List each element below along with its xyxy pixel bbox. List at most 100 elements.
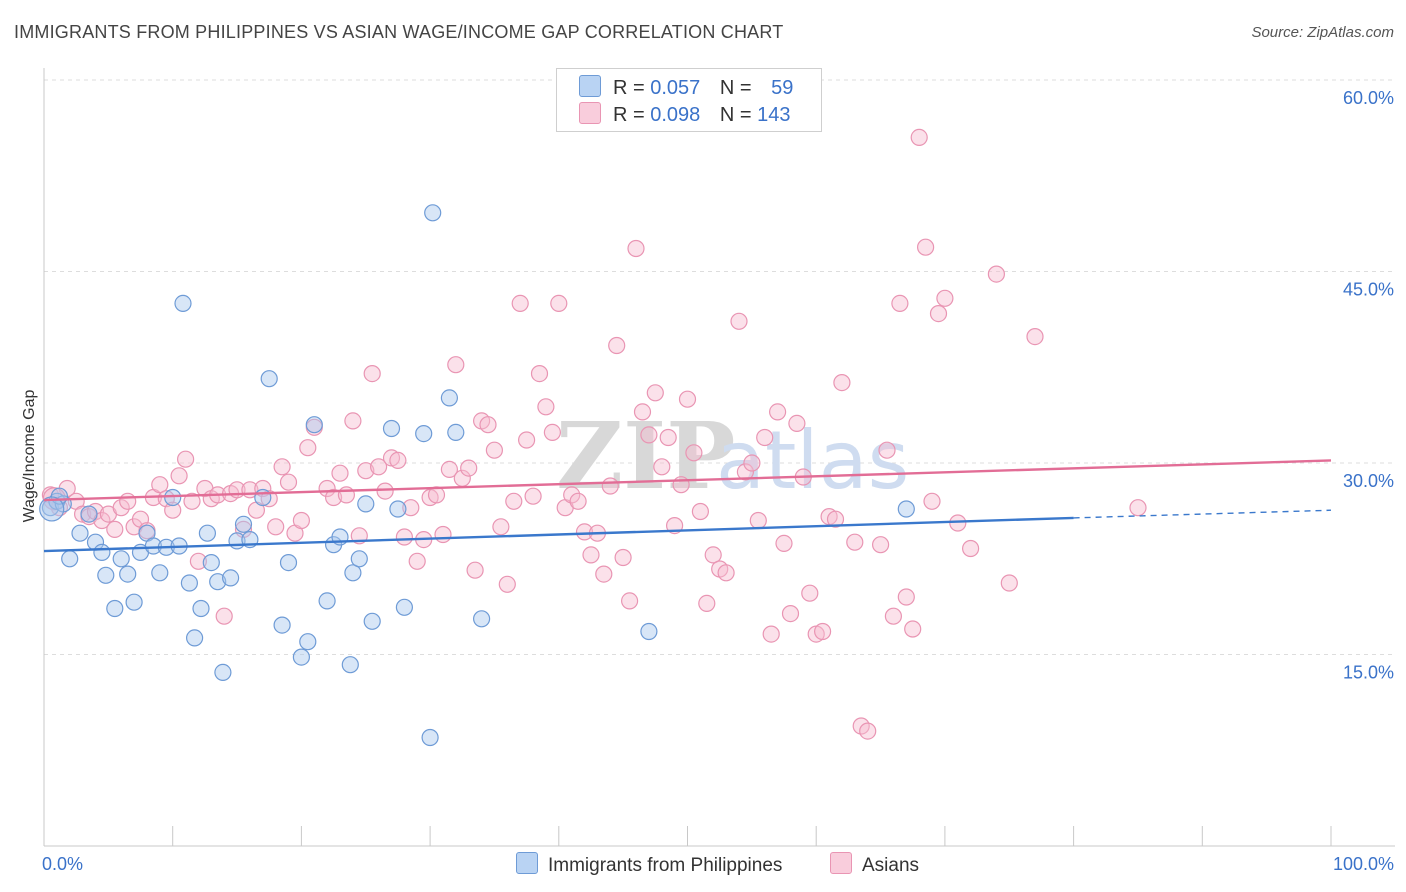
axes <box>43 68 1395 847</box>
philippines-point <box>80 505 98 523</box>
bottom-legend-philippines: Immigrants from Philippines <box>516 852 782 877</box>
asians-point <box>299 439 317 457</box>
blue-swatch <box>516 852 538 874</box>
asians-point <box>273 458 291 476</box>
asians-point <box>846 533 864 551</box>
chart-title: IMMIGRANTS FROM PHILIPPINES VS ASIAN WAG… <box>14 22 784 42</box>
asians-point <box>1129 499 1147 517</box>
asians-point <box>743 454 761 472</box>
x-tick-label-min: 0.0% <box>42 854 83 874</box>
philippines-point <box>254 488 272 507</box>
philippines-point <box>214 663 232 682</box>
asians-point <box>961 539 980 558</box>
asians-point <box>408 552 426 570</box>
asians-point <box>466 561 484 579</box>
asians-point <box>563 486 581 504</box>
philippines-point <box>344 564 362 582</box>
asians-point <box>813 622 832 641</box>
philippines-point <box>363 612 381 630</box>
asians-point <box>170 467 188 485</box>
philippines-point <box>164 488 182 507</box>
n-value-philippines: 59 <box>771 77 794 99</box>
asians-point <box>106 520 124 539</box>
asians-point <box>659 428 677 447</box>
asians-point <box>871 536 890 554</box>
asians-point <box>833 374 851 392</box>
philippines-point <box>473 610 491 628</box>
asians-point <box>543 423 562 441</box>
asians-point <box>717 564 735 582</box>
asians-point <box>376 482 394 500</box>
asians-point <box>344 412 362 430</box>
asians-point <box>434 525 452 544</box>
philippines-point <box>97 566 115 584</box>
philippines-point <box>202 553 220 572</box>
asians-point <box>788 414 806 432</box>
asians-point <box>897 588 915 606</box>
philippines-point <box>192 599 210 618</box>
philippines-point <box>273 616 291 634</box>
philippines-point <box>174 294 192 312</box>
asians-trend-line <box>43 459 1332 502</box>
trend-lines <box>43 459 1332 553</box>
philippines-point <box>897 500 915 518</box>
philippines-point <box>119 565 137 583</box>
philippines-trend-line <box>43 516 1074 553</box>
philippines-point <box>415 425 433 443</box>
asians-point <box>337 486 355 504</box>
blue-swatch <box>579 75 601 97</box>
asians-point <box>916 238 935 256</box>
asians-point <box>646 384 664 402</box>
y-tick-label: 30.0% <box>1343 471 1394 491</box>
asians-point <box>524 487 542 505</box>
philippines-point <box>125 593 143 611</box>
asians-point <box>151 476 169 494</box>
asians-point <box>608 336 626 355</box>
asians-point <box>936 289 954 307</box>
philippines-point <box>260 370 278 388</box>
y-tick-label: 45.0% <box>1343 280 1394 300</box>
bottom-legend-asians: Asians <box>830 852 919 877</box>
asians-point <box>891 294 909 312</box>
asians-point <box>801 584 819 602</box>
philippines-point <box>440 389 458 407</box>
asians-point <box>215 607 233 625</box>
asians-point <box>1026 328 1044 346</box>
asians-point <box>260 490 278 508</box>
asians-point <box>189 552 207 570</box>
r-value-asians: 0.098 <box>650 104 701 126</box>
asians-point <box>492 518 510 536</box>
philippines-point <box>305 416 323 434</box>
x-tick-label-max: 100.0% <box>1333 854 1394 874</box>
asians-points <box>41 128 1147 740</box>
asians-point <box>775 534 793 553</box>
asians-point <box>756 428 774 447</box>
asians-point <box>685 444 703 462</box>
philippines-trend-projection <box>1073 509 1332 519</box>
asians-point <box>704 546 722 564</box>
asians-point <box>923 492 941 510</box>
watermark-atlas: atlas <box>716 414 909 507</box>
asians-point <box>119 492 137 510</box>
asians-point <box>402 499 420 517</box>
asians-point <box>749 511 767 530</box>
asians-point <box>530 365 549 383</box>
asians-point <box>730 312 748 330</box>
philippines-point <box>61 550 79 568</box>
legend-row-philippines: R = 0.057 N = 59 <box>579 75 793 99</box>
legend-row-asians: R = 0.098 N = 143 <box>579 102 791 126</box>
asians-point <box>904 620 922 638</box>
asians-point <box>517 431 536 449</box>
philippines-point <box>112 550 130 568</box>
asians-point <box>479 416 497 434</box>
tick-labels: 15.0% 30.0% 45.0% 60.0% 0.0% 100.0% Wage/Incom… <box>21 88 1394 874</box>
philippines-point <box>186 629 204 647</box>
asians-point <box>640 426 658 444</box>
asians-point <box>460 459 478 477</box>
philippines-point <box>299 633 317 651</box>
asians-point <box>395 528 413 546</box>
asians-point <box>325 488 343 507</box>
philippines-point <box>292 648 310 666</box>
philippines-point <box>151 564 169 582</box>
